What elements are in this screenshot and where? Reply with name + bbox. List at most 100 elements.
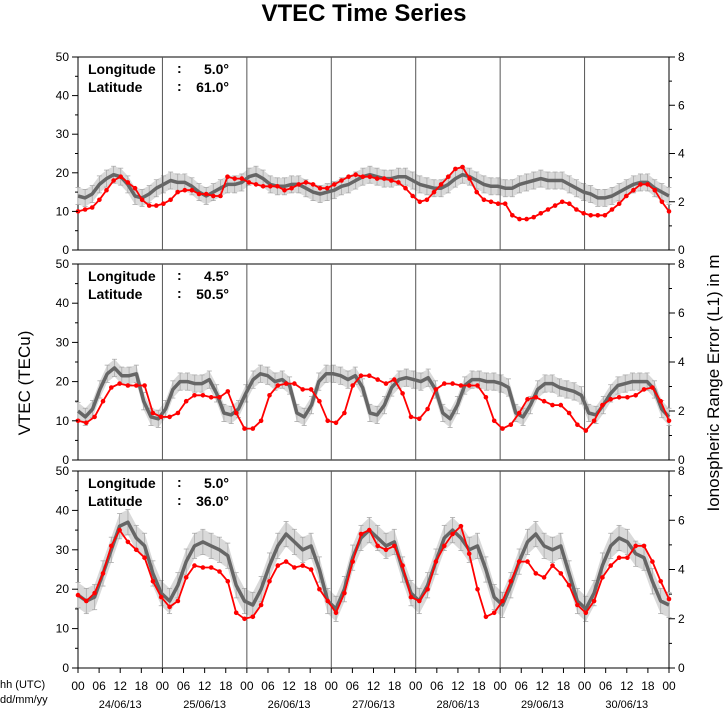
measured-point	[317, 185, 323, 191]
measured-point	[460, 164, 465, 170]
measured-point	[89, 205, 95, 210]
y-tick-label: 20	[56, 582, 70, 596]
measured-point	[84, 420, 89, 426]
measured-point	[208, 565, 214, 570]
y-tick-label: 30	[56, 335, 70, 349]
measured-point	[491, 610, 497, 616]
x-tick-label: 18	[135, 679, 149, 693]
measured-point	[175, 410, 181, 416]
measured-point	[92, 414, 97, 420]
longitude-value: 4.5°	[204, 268, 229, 284]
measured-point	[658, 398, 663, 404]
measured-point	[275, 563, 281, 568]
measured-point	[325, 418, 331, 424]
measured-point	[242, 616, 247, 622]
panel-middle: 0 10 20 30 40 50 0 2 4 6 8 Longitude: 4.5° Latitude:5…	[56, 257, 685, 467]
measured-point	[374, 176, 380, 181]
measured-point	[117, 527, 122, 533]
longitude-label: Longitude	[88, 475, 156, 491]
measured-point	[575, 602, 580, 608]
measured-point	[289, 185, 294, 191]
plot-frame	[77, 263, 670, 461]
measured-point	[260, 184, 266, 189]
x-tick-label: 18	[303, 679, 317, 693]
x-tick-label: 12	[536, 679, 550, 693]
measured-point	[132, 185, 138, 191]
measured-point	[408, 414, 414, 420]
x-tick-label: 00	[578, 679, 592, 693]
measured-point	[134, 383, 139, 388]
measured-point	[353, 172, 359, 177]
measured-point	[641, 543, 647, 549]
measured-point	[225, 389, 231, 394]
x-tick-label: 12	[114, 679, 128, 693]
measured-point	[583, 428, 589, 433]
y2-tick-label: 6	[678, 98, 685, 112]
measured-point	[196, 191, 202, 197]
measured-point	[574, 207, 579, 212]
measured-point	[146, 203, 152, 208]
measured-point	[125, 539, 131, 545]
measured-point	[383, 547, 389, 553]
measured-point	[208, 395, 214, 400]
measured-point	[450, 381, 455, 386]
right-axis-label: Ionospheric Range Error (L1) in m	[704, 254, 723, 511]
measured-point	[109, 543, 114, 549]
measured-point	[545, 207, 551, 212]
y2-tick-label: 4	[678, 355, 685, 369]
measured-point	[97, 197, 102, 203]
measured-point	[588, 213, 593, 218]
measured-point	[139, 197, 145, 203]
longitude-colon: :	[177, 474, 182, 490]
y-tick-label: 20	[56, 375, 70, 389]
panel-bottom: 0 10 20 30 40 50 0 2 4 6 8 Longitude: 5.0° Latitude:3…	[56, 464, 685, 675]
x-tick-label: 06	[346, 679, 360, 693]
measured-point	[417, 598, 422, 604]
measured-point	[438, 182, 444, 187]
y-tick-label: 40	[56, 89, 70, 103]
measured-point	[552, 203, 558, 208]
measured-point	[192, 563, 197, 568]
measured-point	[510, 213, 515, 218]
measured-point	[417, 416, 422, 422]
measured-point	[367, 527, 372, 533]
measured-point	[192, 393, 197, 398]
y2-tick-label: 6	[678, 513, 685, 527]
measured-point	[458, 383, 464, 388]
measured-point	[516, 559, 522, 564]
plot-frame	[77, 470, 670, 669]
y-tick-label: 10	[56, 414, 70, 428]
measured-point	[466, 383, 472, 388]
y-tick-label: 10	[56, 204, 70, 218]
x-tick-label: 00	[156, 679, 170, 693]
y2-tick-label: 4	[678, 563, 685, 577]
measured-point	[167, 414, 172, 420]
y-tick-label: 40	[56, 296, 70, 310]
x-tick-label: 12	[367, 679, 381, 693]
measured-point	[450, 531, 455, 537]
measured-point	[158, 594, 164, 600]
longitude-label: Longitude	[88, 61, 156, 77]
measured-point	[125, 383, 131, 388]
measured-point	[524, 216, 529, 222]
measured-point	[633, 543, 638, 549]
latitude-colon: :	[177, 492, 182, 508]
measured-point	[367, 174, 373, 179]
measured-point	[591, 418, 597, 424]
measured-point	[308, 387, 314, 392]
measured-point	[253, 182, 259, 187]
y-tick-label: 0	[62, 453, 69, 467]
x-tick-label: 12	[282, 679, 296, 693]
measured-point	[516, 410, 522, 416]
measured-point	[217, 395, 222, 400]
measured-point	[303, 180, 309, 185]
measured-point	[558, 571, 564, 576]
longitude-value: 5.0°	[204, 61, 229, 77]
measured-point	[591, 598, 597, 604]
measured-point	[375, 377, 381, 382]
measured-point	[631, 187, 636, 193]
measured-point	[342, 590, 347, 596]
panels: 0102030405002468Longitude:5.0°Latitude:6…	[56, 50, 685, 675]
measured-point	[242, 426, 247, 431]
